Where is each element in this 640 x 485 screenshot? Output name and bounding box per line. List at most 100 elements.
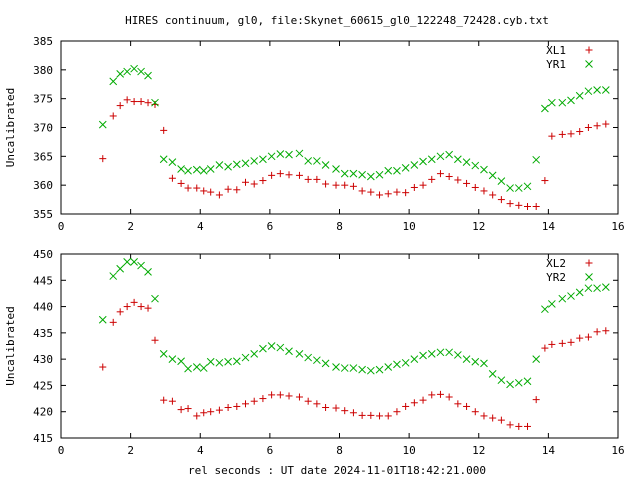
data-point [532,155,541,164]
data-point [168,397,176,405]
data-point [109,77,118,86]
data-point [436,390,444,398]
x-tick-label: 0 [58,220,65,233]
data-point [313,175,321,183]
data-point [250,180,258,188]
data-point [232,357,241,366]
data-point [462,355,471,363]
data-point [541,344,549,352]
data-point [295,393,303,401]
data-point [358,170,366,179]
data-point [242,400,250,408]
data-point [367,188,375,196]
data-point [109,272,118,280]
data-point [321,359,330,368]
data-point [541,177,549,185]
data-point [332,181,340,189]
data-point [506,421,514,429]
data-point [393,360,401,369]
data-point [402,189,410,197]
data-point [584,333,592,341]
data-point [144,71,152,80]
data-point [232,160,241,169]
data-point [402,402,410,410]
data-point [259,155,267,164]
y-tick-label: 360 [33,179,53,192]
data-point [109,112,117,120]
data-point [184,364,192,373]
data-point [428,391,436,399]
data-point [116,70,125,78]
series-XL2 [99,298,610,430]
data-point [285,347,293,356]
data-point [532,355,541,363]
series-YR1 [98,64,610,192]
data-point [488,370,497,378]
data-point [366,172,375,181]
data-point [206,357,215,366]
data-point [276,343,285,352]
panels: 0 2 4 6 8 10 12 14 16 355 360 365 370 375 380 385 Uncali… [4,35,625,457]
data-point [137,303,145,311]
data-point [523,203,531,211]
data-point [215,191,223,199]
data-point [332,363,340,371]
data-point [358,411,366,419]
data-point [177,357,185,366]
data-point [250,350,259,358]
data-point [515,422,523,430]
data-point [427,155,436,164]
data-point [567,96,575,105]
data-point [116,102,124,110]
data-point [199,166,208,175]
legend-marker [585,46,593,54]
data-point [130,258,138,266]
legend-label: XL1 [546,44,566,57]
data-point [401,164,410,172]
data-point [199,364,208,372]
x-tick-label: 4 [197,220,204,233]
data-point [358,365,366,374]
data-point [602,327,610,335]
data-point [98,120,107,129]
data-point [267,342,276,350]
data-point [304,397,312,405]
legend-marker [585,60,593,68]
data-point [506,380,514,389]
x-tick-label: 2 [127,220,134,233]
data-point [295,350,304,358]
data-point [193,412,201,420]
x-tick-label: 12 [472,444,485,457]
data-point [259,395,267,403]
data-point [168,174,176,182]
data-point [159,350,168,358]
data-point [168,355,177,363]
data-point [285,392,293,400]
data-point [558,294,567,303]
data-point [313,157,321,165]
data-point [233,186,241,194]
data-point [177,165,185,173]
data-point [184,405,192,413]
data-point [548,98,556,107]
data-point [241,353,250,362]
data-point [462,158,471,166]
data-point [471,357,480,366]
data-point [548,300,556,308]
data-point [259,177,267,185]
data-point [224,404,232,412]
x-axis-label: rel seconds : UT date 2024-11-01T18:42:2… [188,464,486,477]
x-tick-label: 8 [336,444,343,457]
data-point [410,399,418,407]
data-point [384,190,392,198]
data-point [304,353,313,362]
data-point [295,171,303,179]
y-tick-label: 420 [33,406,53,419]
data-point [567,292,575,300]
data-point [268,391,276,399]
legend-label: YR2 [546,271,566,284]
data-point [224,185,232,193]
data-point [144,304,152,312]
plot-frame [60,253,619,439]
